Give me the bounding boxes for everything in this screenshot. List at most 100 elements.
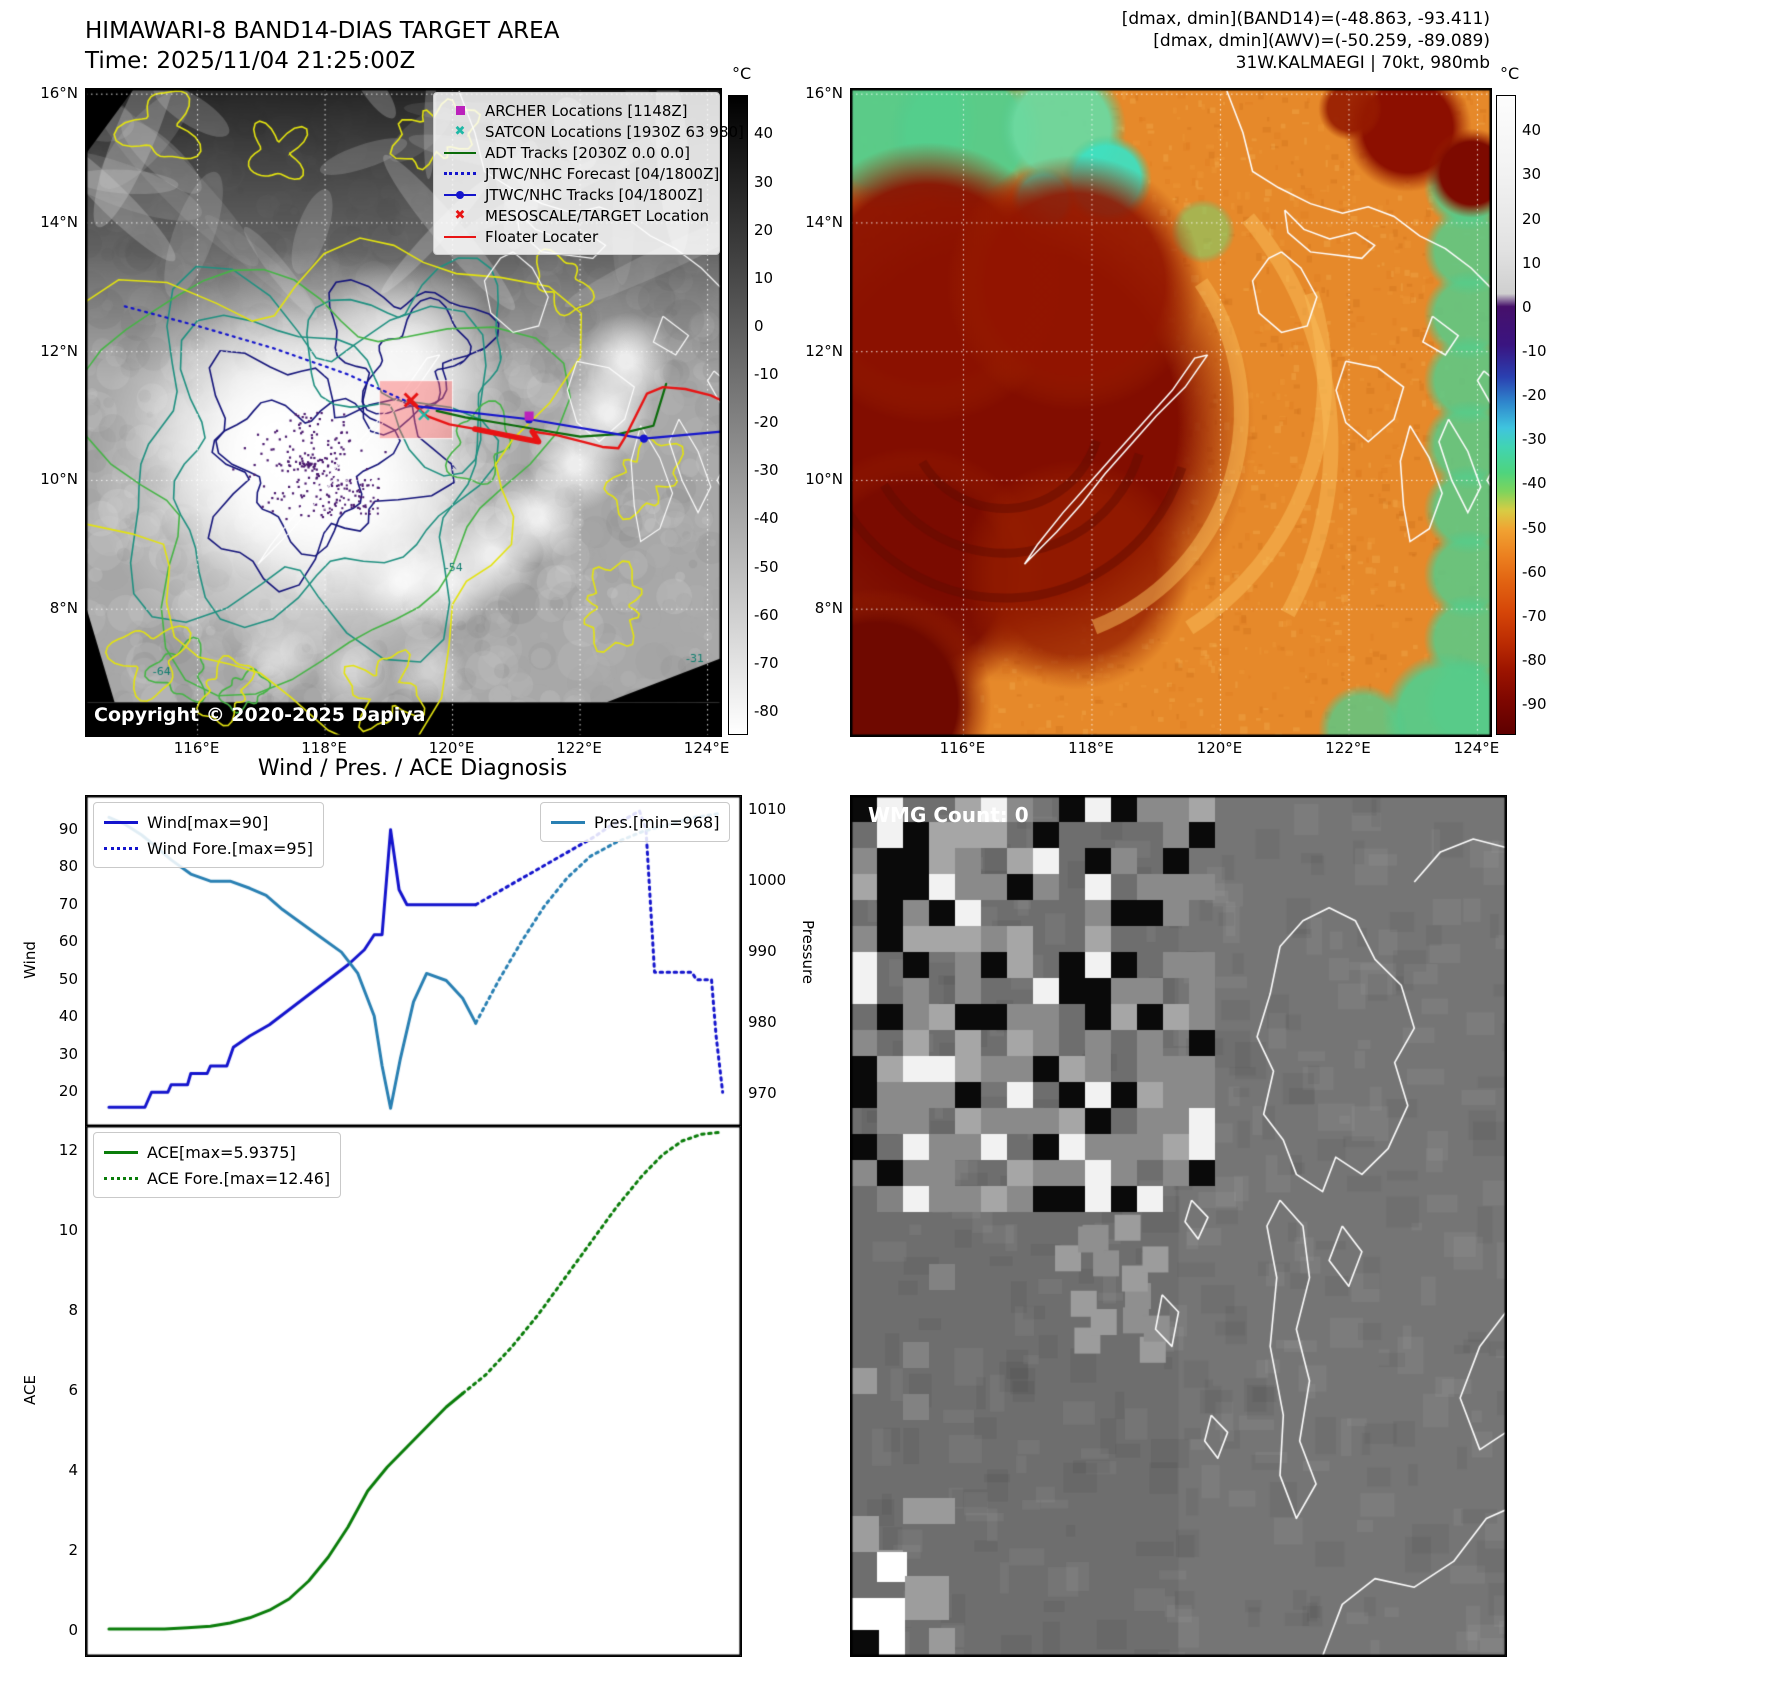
awv-satellite-map (850, 88, 1492, 737)
band14-lon-tick-label: 116°E (173, 739, 220, 757)
awv-colorbar-tick-label: -50 (1522, 518, 1547, 537)
awv-colorbar-tick-label: 30 (1522, 165, 1542, 184)
legend-item-jtwc-tracks: JTWC/NHC Tracks [04/1800Z] (442, 184, 711, 205)
legend-item-jtwc-forecast: JTWC/NHC Forecast [04/1800Z] (442, 163, 719, 184)
band14-map-legend: ARCHER Locations [1148Z] ✖ SATCON Locati… (433, 92, 744, 255)
ace-legend: ACE[max=5.9375] ACE Fore.[max=12.46] (93, 1132, 342, 1198)
adt-line-icon (442, 145, 478, 161)
dmax-dmin-band14-text: [dmax, dmin](BAND14)=(-48.863, -93.411) (1121, 9, 1490, 29)
wind-ytick-label: 80 (58, 857, 78, 876)
awv-colorbar-tick-label: 0 (1522, 297, 1532, 316)
band14-colorbar-tick-label: 20 (754, 220, 774, 239)
awv-colorbar-unit: °C (1500, 64, 1520, 83)
band14-colorbar-tick-label: -10 (754, 365, 779, 384)
ace-ytick-label: 4 (68, 1461, 78, 1479)
awv-colorbar-tick-label: 10 (1522, 253, 1542, 272)
band14-lon-tick-label: 120°E (428, 739, 475, 757)
pressure-axis-label: Pressure (799, 919, 817, 985)
legend-item-archer: ARCHER Locations [1148Z] (442, 100, 711, 121)
band14-colorbar-unit: °C (732, 64, 752, 83)
band14-lat-tick-label: 8°N (49, 599, 78, 618)
awv-lat-tick-label: 16°N (805, 84, 843, 103)
wmg-count-map (850, 795, 1507, 1657)
awv-lon-tick-label: 116°E (939, 739, 986, 757)
x-marker-icon: ✖ (454, 208, 466, 223)
ace-chart (85, 1125, 742, 1657)
dmax-dmin-awv-text: [dmax, dmin](AWV)=(-50.259, -89.089) (1153, 31, 1490, 51)
band14-colorbar-tick-label: -80 (754, 701, 779, 720)
pressure-ytick-label: 980 (748, 1013, 777, 1032)
wind-ytick-label: 70 (58, 894, 78, 913)
pressure-ytick-label: 1010 (748, 800, 787, 819)
awv-colorbar-tick-label: 40 (1522, 121, 1542, 140)
band14-title: HIMAWARI-8 BAND14-DIAS TARGET AREA (85, 18, 560, 44)
copyright-text: Copyright © 2020-2025 Dapiya (94, 704, 426, 726)
wmg-count-label: WMG Count: 0 (868, 803, 1029, 827)
legend-label: ACE Fore.[max=12.46] (147, 1168, 331, 1188)
legend-item-pressure: Pres.[min=968] (551, 809, 719, 835)
band14-colorbar (728, 95, 748, 735)
legend-label: JTWC/NHC Forecast [04/1800Z] (485, 164, 720, 183)
track-line-dot-icon (442, 187, 478, 203)
awv-colorbar-tick-label: -20 (1522, 386, 1547, 405)
legend-item-adt-tracks: ADT Tracks [2030Z 0.0 0.0] (442, 142, 711, 163)
legend-label: MESOSCALE/TARGET Location (485, 206, 710, 225)
band14-colorbar-tick-label: -60 (754, 605, 779, 624)
band14-colorbar-tick-label: -40 (754, 509, 779, 528)
x-marker-icon: ✖ (454, 124, 466, 139)
wind-ytick-label: 60 (58, 932, 78, 951)
wind-ytick-label: 20 (58, 1082, 78, 1101)
awv-lon-tick-label: 118°E (1068, 739, 1114, 757)
wind-line-icon (104, 820, 138, 824)
ace-ytick-label: 10 (58, 1221, 78, 1239)
legend-label: SATCON Locations [1930Z 63 980] (485, 122, 744, 141)
band14-colorbar-tick-label: -70 (754, 653, 779, 672)
awv-header: [dmax, dmin](BAND14)=(-48.863, -93.411) … (1122, 8, 1490, 74)
awv-colorbar-tick-label: -10 (1522, 342, 1547, 360)
awv-lon-tick-label: 120°E (1196, 739, 1243, 757)
awv-colorbar-tick-label: -80 (1522, 650, 1547, 669)
wind-forecast-dotted-icon (104, 846, 138, 850)
awv-lat-tick-label: 10°N (805, 470, 843, 489)
pressure-line-icon (551, 820, 585, 824)
awv-lon-tick-label: 122°E (1325, 739, 1371, 757)
band14-lat-tick-label: 14°N (40, 212, 78, 231)
awv-lat-tick-label: 12°N (805, 341, 843, 360)
awv-lat-tick-label: 8°N (814, 599, 843, 618)
satcon-x-icon: ✖ (442, 124, 478, 140)
ace-ytick-label: 12 (58, 1141, 78, 1159)
awv-lon-tick-label: 124°E (1453, 739, 1500, 757)
band14-lon-tick-label: 118°E (301, 739, 347, 757)
legend-item-wind: Wind[max=90] (104, 809, 313, 835)
pressure-legend: Pres.[min=968] (540, 802, 731, 842)
pressure-ytick-label: 970 (748, 1084, 777, 1103)
band14-colorbar-tick-label: -30 (754, 461, 779, 480)
wind-ytick-label: 40 (58, 1007, 78, 1026)
legend-label: Wind[max=90] (147, 812, 269, 832)
band14-lon-tick-label: 124°E (683, 739, 730, 757)
awv-colorbar-tick-label: -30 (1522, 430, 1547, 449)
band14-colorbar-tick-label: -20 (754, 413, 779, 432)
band14-lat-tick-label: 12°N (40, 341, 78, 360)
dot-marker-icon (456, 190, 464, 199)
awv-colorbar-tick-label: 20 (1522, 209, 1542, 228)
legend-item-satcon: ✖ SATCON Locations [1930Z 63 980] (442, 121, 744, 142)
ace-ytick-label: 8 (68, 1301, 78, 1319)
wind-ytick-label: 30 (58, 1044, 78, 1063)
wind-ytick-label: 90 (58, 819, 78, 838)
band14-colorbar-tick-label: 10 (754, 268, 774, 287)
ace-ytick-label: 6 (68, 1381, 78, 1399)
legend-item-ace: ACE[max=5.9375] (104, 1139, 330, 1165)
archer-square-icon (442, 103, 478, 119)
legend-item-wind-forecast: Wind Fore.[max=95] (104, 835, 313, 861)
legend-label: JTWC/NHC Tracks [04/1800Z] (485, 185, 703, 204)
wind-legend: Wind[max=90] Wind Fore.[max=95] (93, 802, 324, 868)
legend-item-ace-forecast: ACE Fore.[max=12.46] (104, 1165, 330, 1191)
legend-label: Floater Locater (485, 227, 599, 246)
pressure-ytick-label: 990 (748, 942, 777, 961)
band14-lat-tick-label: 10°N (40, 470, 78, 489)
awv-lat-tick-label: 14°N (805, 212, 843, 231)
legend-item-floater: Floater Locater (442, 226, 711, 247)
floater-line-icon (442, 229, 478, 245)
